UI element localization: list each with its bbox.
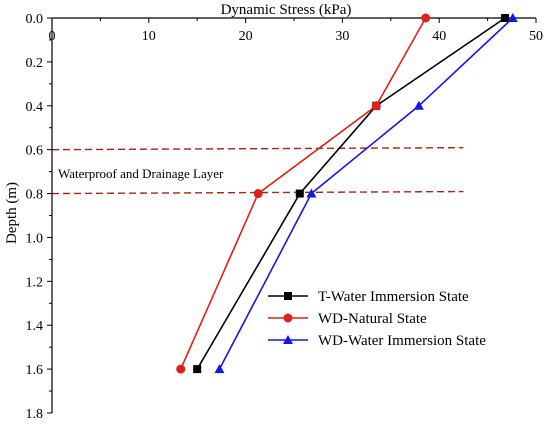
legend: T-Water Immersion State WD-Natural State W… <box>268 289 486 349</box>
data-point <box>501 14 510 22</box>
legend-label: WD-Water Immersion State <box>318 333 486 349</box>
legend-item: WD-Natural State <box>268 311 427 327</box>
series-3 <box>214 13 518 374</box>
x-tick-label: 10 <box>142 29 156 44</box>
data-point <box>295 189 304 198</box>
legend-marker <box>283 335 293 344</box>
legend-marker <box>283 313 293 323</box>
y-axis-title: Depth (m) <box>4 182 20 244</box>
data-point <box>306 188 317 198</box>
series-line <box>218 17 514 370</box>
data-point <box>413 100 424 110</box>
x-tick-label: 40 <box>432 29 446 44</box>
y-tick-label: 0.0 <box>26 12 44 27</box>
drainage-layer-annotation: Waterproof and Drainage Layer <box>58 166 224 181</box>
data-point <box>176 364 186 374</box>
data-point <box>507 13 518 22</box>
data-point <box>253 189 263 199</box>
legend-item: WD-Water Immersion State <box>268 333 486 349</box>
y-tick-label: 0.2 <box>26 56 44 71</box>
y-tick-label: 1.2 <box>26 275 44 290</box>
legend-label: T-Water Immersion State <box>318 289 469 305</box>
reference-line-2 <box>51 190 464 195</box>
y-tick-label: 1.0 <box>26 231 44 246</box>
x-tick-label: 0 <box>49 29 56 44</box>
reference-line-1 <box>51 146 464 151</box>
y-tick-label: 0.4 <box>26 100 44 115</box>
y-tick-label: 1.8 <box>26 407 44 422</box>
series-line <box>180 17 427 370</box>
y-tick-label: 1.6 <box>26 363 44 378</box>
series-line <box>196 17 506 370</box>
x-tick-label: 30 <box>335 29 349 44</box>
data-point <box>214 364 225 374</box>
y-tick-label: 0.6 <box>26 144 44 159</box>
plot-area: 0 10 20 30 40 50 0.0 0.2 0.4 0.6 0.8 1.0 1.2 1.4 1.6 1.… <box>26 12 544 422</box>
legend-marker <box>284 292 292 300</box>
x-tick-label: 20 <box>239 29 253 44</box>
y-tick-label: 1.4 <box>26 319 44 334</box>
legend-item: T-Water Immersion State <box>268 289 469 305</box>
data-point <box>421 13 431 23</box>
data-point <box>193 365 202 374</box>
x-axis-title: Dynamic Stress (kPa) <box>221 2 352 18</box>
data-point <box>371 101 381 111</box>
y-tick-label: 0.8 <box>26 188 44 203</box>
x-tick-label: 50 <box>529 29 543 44</box>
series-2 <box>176 13 431 374</box>
legend-label: WD-Natural State <box>318 311 427 327</box>
